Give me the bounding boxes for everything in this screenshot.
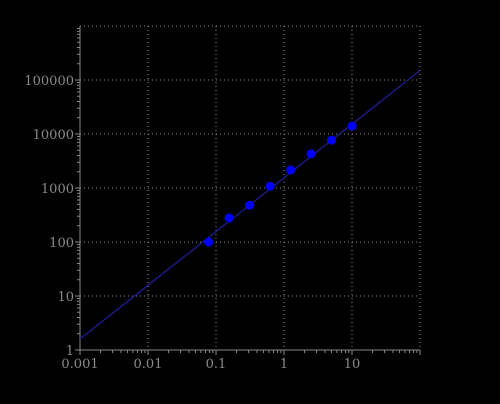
y-tick-label: 100 (49, 236, 74, 251)
data-point (327, 135, 337, 145)
x-tick-label: 1 (280, 357, 288, 372)
y-tick-label: 1000 (41, 182, 74, 197)
x-tick-label: 10 (344, 357, 361, 372)
data-point (265, 181, 275, 191)
data-point (306, 149, 316, 159)
data-point (286, 165, 296, 175)
y-tick-label: 10000 (33, 128, 74, 143)
y-tick-label: 1 (66, 344, 74, 359)
data-point (347, 121, 357, 131)
data-point (204, 237, 214, 247)
x-tick-label: 0.1 (206, 357, 227, 372)
y-tick-label: 10 (57, 290, 74, 305)
data-point (224, 213, 234, 223)
ticks (75, 27, 421, 355)
data-point (245, 200, 255, 210)
x-tick-label: 0.01 (134, 357, 163, 372)
y-tick-label: 100000 (24, 74, 74, 89)
x-tick-label: 0.001 (61, 357, 98, 372)
